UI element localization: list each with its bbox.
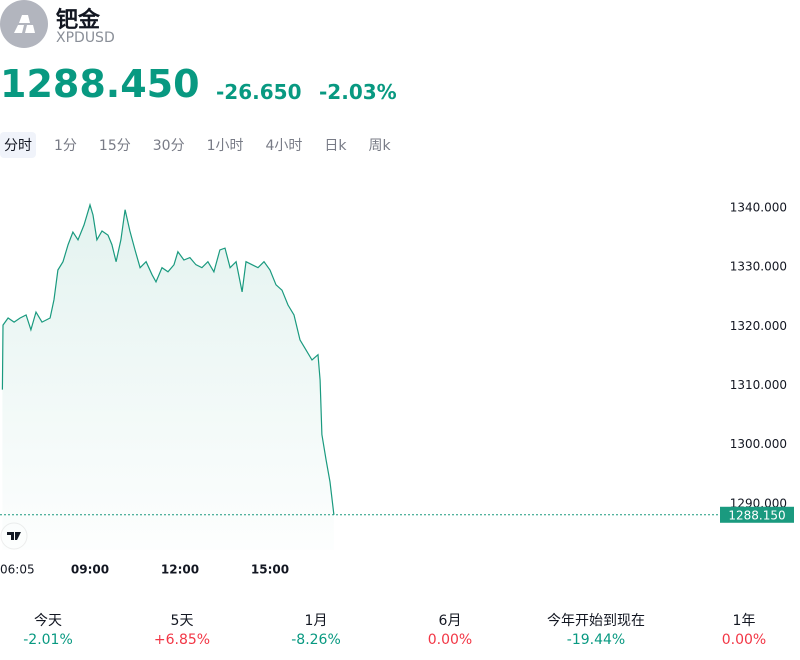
y-tick-label: 1340.000	[730, 200, 787, 214]
interval-tab[interactable]: 30分	[152, 138, 185, 154]
x-tick-label: 15:00	[251, 563, 289, 577]
performance-item: 今天 -2.01%	[0, 610, 128, 648]
price: 1288.450	[0, 62, 200, 106]
interval-tab[interactable]: 1小时	[206, 138, 244, 154]
interval-tab[interactable]: 4小时	[265, 138, 303, 154]
performance-label: 6月	[438, 613, 462, 629]
interval-tab[interactable]: 分时	[0, 132, 36, 158]
performance-value: -2.01%	[23, 632, 73, 648]
x-tick-label: 06:05	[0, 563, 35, 577]
interval-tab[interactable]: 15分	[98, 138, 131, 154]
performance-item: 5天 +6.85%	[102, 610, 262, 648]
interval-tab[interactable]: 1分	[54, 138, 77, 154]
y-tick-label: 1330.000	[730, 260, 787, 274]
interval-tab[interactable]: 日k	[324, 138, 347, 154]
performance-item: 1年 0.00%	[664, 610, 800, 648]
x-tick-label: 09:00	[71, 563, 109, 577]
performance-label: 今年开始到现在	[547, 613, 645, 629]
performance-value: -19.44%	[566, 632, 626, 648]
interval-tabs: 分时 1分 15分 30分 1小时 4小时 日k 周k	[0, 132, 409, 158]
performance-value: -8.26%	[291, 632, 341, 648]
last-price-box	[720, 506, 794, 523]
x-tick-label: 12:00	[161, 563, 199, 577]
y-tick-label: 1310.000	[730, 378, 787, 392]
change: -26.650	[216, 80, 302, 104]
chart: 1290.0001300.0001310.0001320.0001330.000…	[0, 0, 794, 577]
last-price-label: 1288.150	[728, 508, 785, 522]
performance-label: 1月	[304, 613, 328, 629]
symbol-icon	[0, 0, 48, 48]
interval-tab[interactable]: 周k	[368, 138, 391, 154]
performance-value: +6.85%	[153, 632, 211, 648]
area-fill	[2, 204, 334, 550]
performance-item: 6月 0.00%	[370, 610, 530, 648]
performance-item: 今年开始到现在 -19.44%	[516, 610, 676, 648]
price-line	[1, 202, 335, 515]
title: 钯金	[56, 8, 101, 33]
change-percent: -2.03%	[319, 80, 397, 104]
y-tick-label: 1320.000	[730, 319, 787, 333]
y-tick-label: 1300.000	[730, 437, 787, 451]
performance-label: 今天	[34, 613, 62, 629]
performance-label: 5天	[170, 613, 194, 629]
performance-value: 0.00%	[427, 632, 473, 648]
performance-label: 1年	[732, 613, 756, 629]
symbol: XPDUSD	[56, 30, 115, 46]
performance-item: 1月 -8.26%	[236, 610, 396, 648]
performance-value: 0.00%	[721, 632, 767, 648]
